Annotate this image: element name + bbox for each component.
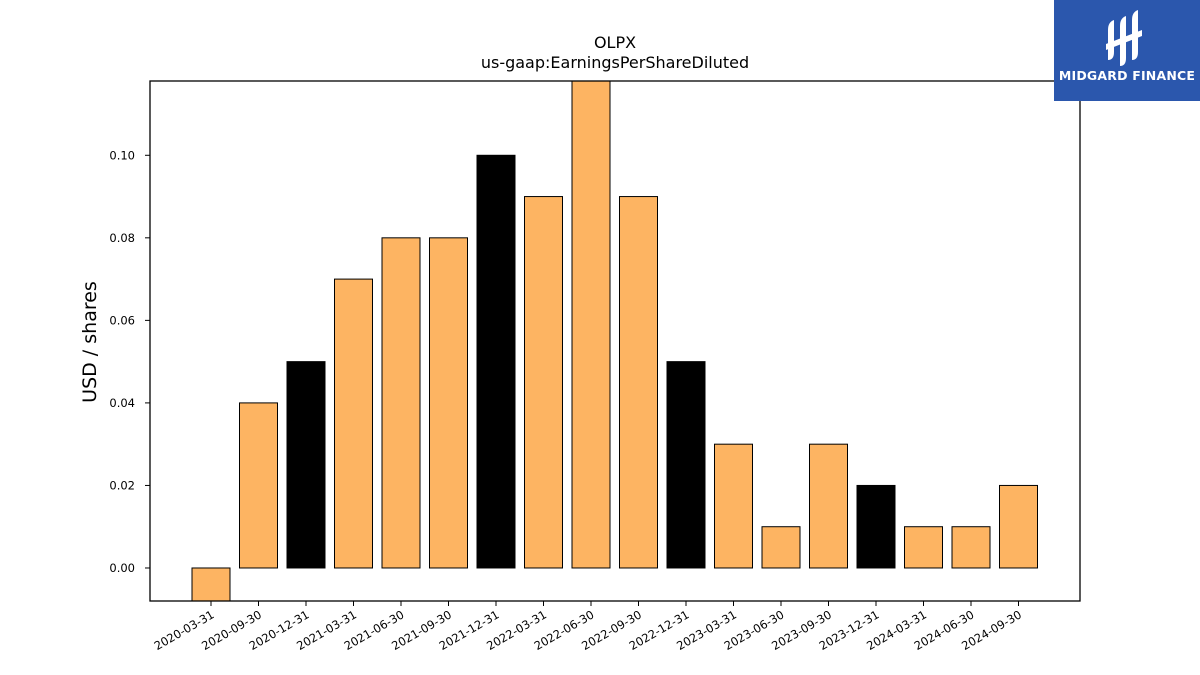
bar-2022-06-30 xyxy=(571,80,611,569)
bar-2023-06-30 xyxy=(761,526,801,569)
chart-title: OLPX xyxy=(594,33,636,52)
y-tick-label: 0.08 xyxy=(109,231,135,245)
y-axis-label: USD / shares xyxy=(79,281,101,403)
bar-2020-09-30 xyxy=(239,402,278,569)
logo-mark-icon xyxy=(1106,10,1142,66)
bar-2023-12-31 xyxy=(856,484,896,569)
y-tick-label: 0.00 xyxy=(109,561,135,575)
x-ticks: 2020-03-312020-09-302020-12-312021-03-31… xyxy=(152,601,1024,653)
chart-subtitle: us-gaap:EarningsPerShareDiluted xyxy=(481,53,749,72)
y-ticks: 0.00 0.02 0.04 0.06 0.08 0.10 xyxy=(109,148,150,575)
bar-2022-09-30 xyxy=(619,196,658,569)
bar-2023-03-31 xyxy=(714,443,753,569)
bar-2021-03-31 xyxy=(334,278,373,569)
logo-text: MIDGARD FINANCE xyxy=(1058,68,1196,83)
bar-2021-12-31 xyxy=(476,154,516,569)
bar-2024-06-30 xyxy=(951,526,991,569)
bar-2024-03-31 xyxy=(904,526,943,569)
bar-2022-03-31 xyxy=(524,196,563,569)
bars-group xyxy=(191,80,1038,602)
bar-2023-09-30 xyxy=(809,443,848,569)
y-tick-label: 0.10 xyxy=(109,148,135,162)
bar-2020-12-31 xyxy=(286,361,326,569)
midgard-logo: MIDGARD FINANCE xyxy=(1054,0,1200,101)
plot-frame xyxy=(149,80,1081,602)
bar-2021-09-30 xyxy=(429,237,468,569)
y-tick-label: 0.02 xyxy=(109,478,135,492)
bar-2021-06-30 xyxy=(381,237,421,569)
bar-2024-09-30 xyxy=(999,484,1038,569)
bar-2020-03-31 xyxy=(191,567,231,602)
y-tick-label: 0.04 xyxy=(109,396,135,410)
y-tick-label: 0.06 xyxy=(109,313,135,327)
bar-2022-12-31 xyxy=(666,361,706,569)
